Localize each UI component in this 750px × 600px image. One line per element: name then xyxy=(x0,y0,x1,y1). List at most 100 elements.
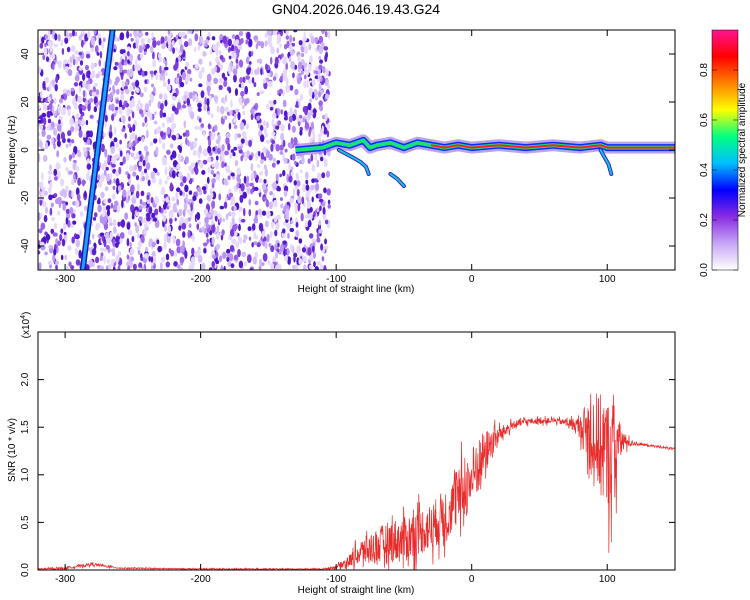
spectrogram-noise-cell xyxy=(218,193,222,201)
spectrogram-noise-cell xyxy=(299,94,304,101)
spectrogram-noise-cell xyxy=(308,63,312,72)
spectrogram-noise-cell xyxy=(70,87,75,92)
spectrogram-noise-cell xyxy=(272,157,276,162)
spectrogram-noise-cell xyxy=(62,92,68,101)
spectrogram-noise-cell xyxy=(323,46,329,51)
spectrogram-noise-cell xyxy=(324,30,328,38)
spectrogram-noise-cell xyxy=(145,122,149,128)
spectrogram-noise-cell xyxy=(115,235,119,245)
spectrogram-noise-cell xyxy=(165,196,169,203)
spectrogram-noise-cell xyxy=(143,253,149,259)
spectrogram-noise-cell xyxy=(163,233,168,243)
spectrogram-noise-cell xyxy=(285,35,290,40)
spectrogram-noise-cell xyxy=(280,123,285,132)
spectrogram-noise-cell xyxy=(129,247,135,256)
spectrogram-noise-cell xyxy=(175,238,181,247)
spectrogram-noise-cell xyxy=(294,207,298,214)
spectrogram-noise-cell xyxy=(296,77,302,85)
spectrogram-noise-cell xyxy=(314,96,319,101)
snr-frame xyxy=(37,331,676,571)
spectrogram-noise-cell xyxy=(232,152,236,157)
spectrogram-noise-cell xyxy=(276,248,280,253)
spectrogram-noise-cell xyxy=(93,30,97,35)
spectrogram-noise-cell xyxy=(106,237,112,244)
spectrogram-noise-cell xyxy=(127,229,133,236)
spectrogram-noise-cell xyxy=(262,78,267,84)
spectrogram-noise-cell xyxy=(47,96,51,103)
spectrogram-noise-cell xyxy=(176,73,180,79)
spectrogram-noise-cell xyxy=(172,203,177,212)
spectrogram-noise-cell xyxy=(57,196,62,204)
spectrogram-noise-cell xyxy=(132,124,136,132)
spectrogram-noise-cell xyxy=(161,156,167,166)
spectrogram-noise-cell xyxy=(109,124,112,133)
spectrogram-noise-cell xyxy=(49,164,52,172)
spectrogram-noise-cell xyxy=(318,229,323,234)
spectrogram-noise-cell xyxy=(284,110,288,117)
spectrogram-noise-cell xyxy=(208,81,212,86)
spectrogram-noise-cell xyxy=(206,176,210,184)
spectrogram-noise-cell xyxy=(211,224,216,233)
spectrogram-noise-cell xyxy=(74,50,80,55)
spectrogram-noise-cell xyxy=(106,209,111,217)
spectrogram-noise-cell xyxy=(50,228,55,234)
spectrogram-noise-cell xyxy=(137,136,142,142)
spectrogram-noise-cell xyxy=(306,79,309,88)
spectrogram-noise-cell xyxy=(297,121,301,127)
spectrogram-noise-cell xyxy=(253,82,257,88)
spectrogram-noise-cell xyxy=(198,83,203,88)
spectrogram-noise-cell xyxy=(263,156,267,161)
spectrogram-noise-cell xyxy=(163,241,167,250)
spectrogram-noise-cell xyxy=(303,46,309,54)
spectrogram-noise-cell xyxy=(126,222,131,230)
spectrogram-noise-cell xyxy=(104,169,107,176)
spectrogram-noise-cell xyxy=(192,235,195,242)
spectrogram-noise-cell xyxy=(139,155,143,163)
spectrogram-noise-cell xyxy=(190,261,195,267)
spectrogram-noise-cell xyxy=(264,240,268,249)
spectrogram-noise-cell xyxy=(221,144,225,152)
spectrogram-noise-cell xyxy=(248,50,252,58)
spectrogram-noise-cell xyxy=(38,262,42,270)
spectrogram-noise-cell xyxy=(93,96,98,104)
spectrogram-noise-cell xyxy=(197,186,201,193)
spectrogram-noise-cell xyxy=(113,178,116,184)
spectrogram-noise-cell xyxy=(85,53,91,59)
spectrogram-noise-cell xyxy=(187,198,193,203)
spectrogram-noise-cell xyxy=(47,170,53,176)
spectrogram-noise-cell xyxy=(112,218,117,227)
spectrogram-noise-cell xyxy=(266,233,270,243)
spectrogram-noise-cell xyxy=(103,199,107,204)
spectrogram-noise-cell xyxy=(224,115,228,120)
snr-y-tick-label: 0.5 xyxy=(20,515,31,529)
spectrogram-noise-cell xyxy=(132,84,136,90)
spectrogram-noise-cell xyxy=(165,253,170,261)
spectrogram-noise-cell xyxy=(188,223,192,229)
spectrogram-noise-cell xyxy=(203,208,208,215)
spectrogram-noise-cell xyxy=(200,90,205,99)
spectrogram-noise-cell xyxy=(38,228,43,234)
spectrogram-noise-cell xyxy=(237,111,241,121)
spectrogram-noise-cell xyxy=(75,239,81,248)
spectrogram-noise-cell xyxy=(141,176,145,182)
spectrogram-noise-cell xyxy=(238,223,241,232)
spectrogram-noise-cell xyxy=(190,203,193,212)
spectrogram-noise-cell xyxy=(227,175,231,180)
spectrogram-noise-cell xyxy=(254,251,259,259)
spectrogram-noise-cell xyxy=(233,74,237,83)
spectrogram-noise-cell xyxy=(112,84,115,92)
spectrogram-noise-cell xyxy=(324,245,329,250)
snr-y-axis: 0.0 0.5 1.0 1.5 2.0 xyxy=(20,372,675,577)
snr-panel: -300 -200 -100 0 100 0.0 0.5 1.0 1.5 2.0 Height … xyxy=(7,312,676,596)
spectrogram-noise-cell xyxy=(86,70,91,79)
spectrogram-noise-cell xyxy=(290,49,294,56)
spectrogram-noise-cell xyxy=(127,265,131,270)
streak-inner xyxy=(81,30,115,270)
spectrogram-noise-cell xyxy=(100,191,105,199)
spectrogram-noise-cell xyxy=(126,30,130,39)
spectrogram-noise-cell xyxy=(216,105,220,113)
spectrogram-noise-cell xyxy=(268,201,274,210)
spectrogram-noise-cell xyxy=(185,137,188,146)
spectrogram-noise xyxy=(38,30,331,270)
spectrogram-noise-cell xyxy=(42,103,48,111)
